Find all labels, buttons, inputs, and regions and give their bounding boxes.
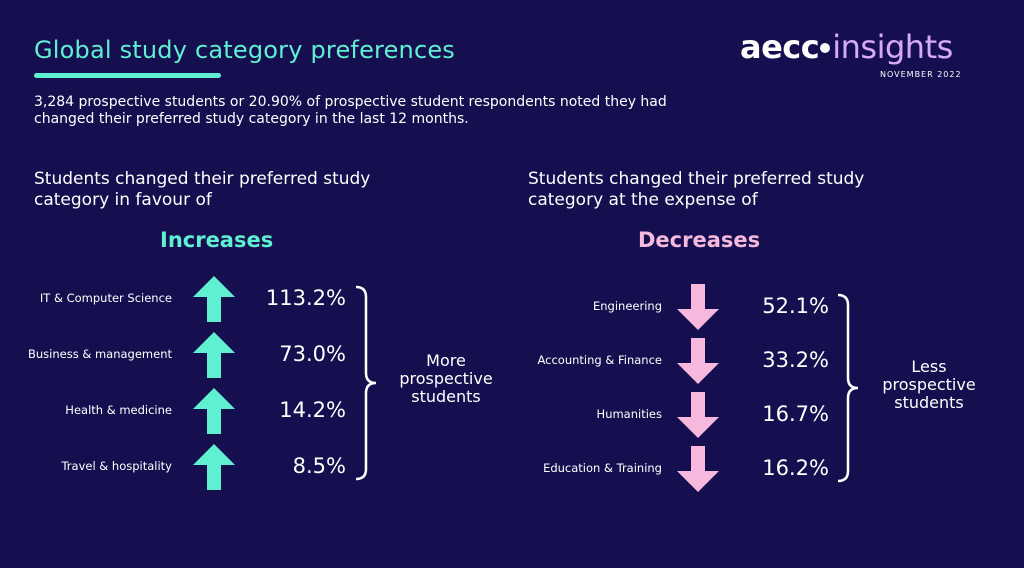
logo-wordmark: aecc insights	[740, 28, 970, 66]
arrow-up-icon	[193, 332, 235, 378]
arrow-up-icon	[193, 388, 235, 434]
arrow-down-icon	[677, 284, 719, 330]
category-label: Education & Training	[543, 461, 662, 475]
logo-brand: aecc	[740, 28, 820, 66]
category-label: IT & Computer Science	[39, 291, 172, 305]
brace	[355, 285, 377, 481]
intro-text: 3,284 prospective students or 20.90% of …	[34, 94, 667, 127]
value-label: 33.2%	[762, 348, 829, 372]
value-label: 16.2%	[762, 456, 829, 480]
arrow-down-icon	[677, 392, 719, 438]
decreases-brace-text: Less prospective students	[882, 357, 976, 412]
value-label: 14.2%	[279, 398, 346, 422]
logo-date: NOVEMBER 2022	[880, 70, 962, 79]
category-label: Health & medicine	[65, 403, 172, 417]
arrow-down-icon	[677, 446, 719, 492]
value-label: 8.5%	[292, 454, 346, 478]
category-label: Business & management	[27, 347, 172, 361]
increases-brace-text: More prospective students	[399, 351, 493, 406]
arrow-up-icon	[193, 444, 235, 490]
brace	[837, 293, 859, 483]
arrow-up-icon	[193, 276, 235, 322]
title-underline	[34, 73, 221, 78]
category-label: Humanities	[596, 407, 662, 421]
category-label: Engineering	[593, 299, 662, 313]
increases-label: Increases	[160, 228, 274, 252]
value-label: 16.7%	[762, 402, 829, 426]
logo-dot-icon	[820, 43, 831, 53]
logo: aecc insights NOVEMBER 2022	[740, 28, 970, 88]
decreases-heading: Students changed their preferred study c…	[528, 169, 865, 210]
page-title: Global study category preferences	[34, 36, 456, 64]
value-label: 113.2%	[265, 286, 346, 310]
category-label: Accounting & Finance	[537, 353, 663, 367]
value-label: 52.1%	[762, 294, 829, 318]
increases-heading: Students changed their preferred study c…	[34, 169, 371, 210]
value-label: 73.0%	[279, 342, 346, 366]
category-label: Travel & hospitality	[61, 459, 172, 473]
arrow-down-icon	[677, 338, 719, 384]
decreases-label: Decreases	[638, 228, 761, 252]
logo-product: insights	[832, 28, 953, 66]
